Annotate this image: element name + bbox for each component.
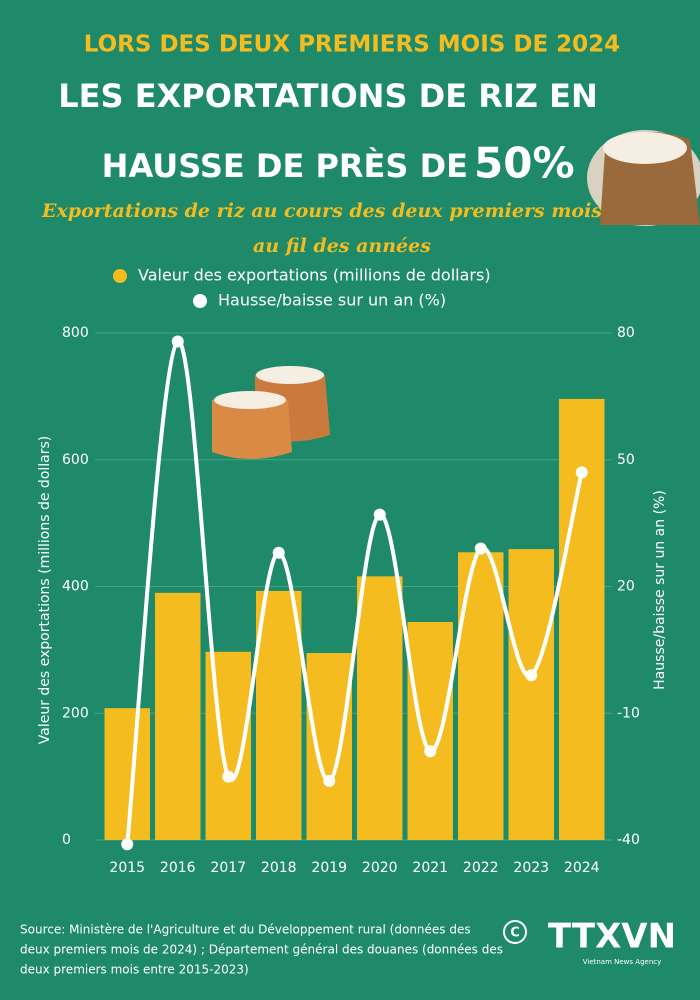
bar	[508, 549, 554, 840]
bar	[155, 592, 201, 840]
line-point	[323, 774, 336, 787]
line-point	[373, 508, 386, 521]
x-tick-label: 2021	[412, 860, 448, 876]
subtitle: Exportations de riz au cours des deux pr…	[41, 200, 602, 222]
copyright-ring	[503, 920, 527, 944]
x-tick-label: 2016	[160, 860, 196, 876]
line-point	[575, 466, 588, 479]
x-tick-label: 2023	[513, 860, 549, 876]
line-point	[171, 335, 184, 348]
bar	[256, 590, 302, 840]
rice-sack-decoration	[587, 130, 700, 226]
x-tick-label: 2022	[463, 860, 499, 876]
logo: TTXVN	[548, 917, 676, 957]
source: deux premiers mois de 2024) ; Départemen…	[20, 943, 503, 957]
logo-tagline: Vietnam News Agency	[583, 958, 662, 966]
subtitle: au fil des années	[253, 235, 431, 257]
y-tick-label: 0	[62, 832, 71, 848]
sack-decoration	[212, 366, 330, 459]
source: Source: Ministère de l'Agriculture et du…	[20, 923, 471, 937]
title-highlight: 50%	[474, 139, 575, 188]
line-point	[272, 546, 285, 559]
line-point	[474, 542, 487, 555]
line-point	[121, 838, 134, 851]
x-tick-label: 2015	[109, 860, 145, 876]
y2-tick-label: 50	[617, 452, 635, 468]
legend-label: Hausse/baisse sur un an (%)	[218, 291, 446, 310]
bar	[104, 708, 150, 840]
y2-tick-label: -10	[617, 705, 640, 721]
x-tick-label: 2020	[362, 860, 398, 876]
y2-tick-label: 80	[617, 325, 635, 341]
line-point	[424, 745, 437, 758]
bar	[357, 576, 403, 840]
bar	[407, 621, 453, 840]
title-line: HAUSSE DE PRÈS DE	[102, 147, 468, 185]
line-point	[525, 669, 538, 682]
y2-tick-label: 20	[617, 579, 635, 595]
y-tick-label: 800	[62, 325, 89, 341]
plot: 0 200 400 600 800 -40 -10 20 50 80 2015 2016 2017 201…	[62, 266, 640, 877]
y-axis-title: Valeur des exportations (millions de dol…	[37, 436, 53, 745]
y-tick-label: 200	[62, 705, 89, 721]
x-tick-label: 2017	[210, 860, 246, 876]
y-tick-label: 400	[62, 579, 89, 595]
line-point	[222, 770, 235, 783]
source: deux premiers mois entre 2015-2023)	[20, 963, 249, 977]
legend-marker	[193, 294, 207, 308]
y2-tick-label: -40	[617, 832, 640, 848]
kicker: LORS DES DEUX PREMIERS MOIS DE 2024	[84, 32, 620, 58]
copyright: C	[510, 926, 520, 941]
bar	[306, 653, 352, 840]
y-tick-label: 600	[62, 452, 89, 468]
x-tick-label: 2018	[261, 860, 297, 876]
title-line: LES EXPORTATIONS DE RIZ EN	[58, 77, 597, 115]
legend-label: Valeur des exportations (millions de dol…	[138, 266, 491, 285]
y2-axis-title: Hausse/baisse sur un an (%)	[652, 490, 668, 690]
x-tick-label: 2024	[564, 860, 600, 876]
legend-marker	[113, 269, 127, 283]
x-tick-label: 2019	[311, 860, 347, 876]
bar	[559, 398, 605, 840]
